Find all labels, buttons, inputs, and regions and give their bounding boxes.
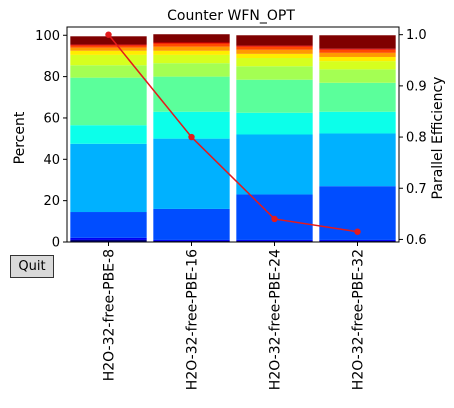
y2-tick-label: 0.9 [406, 79, 427, 94]
bar-segment-3-13 [236, 35, 313, 46]
bar-segment-2-6 [153, 76, 230, 112]
bar-segment-4-13 [319, 35, 396, 49]
x-tick-label: H2O-32-free-PBE-24 [268, 249, 284, 390]
bar-segment-2-3 [153, 208, 230, 240]
bar-segment-4-1 [319, 240, 396, 242]
bar-segment-2-9 [153, 50, 230, 55]
bar-segment-1-7 [70, 65, 147, 78]
bar-segment-3-11 [236, 46, 313, 50]
bar-segment-3-4 [236, 134, 313, 195]
bar-segment-2-12 [153, 42, 230, 44]
bar-segment-1-5 [70, 125, 147, 144]
efficiency-point-1 [105, 31, 112, 38]
y2-tick-label: 0.6 [406, 233, 427, 248]
x-tick-label: H2O-32-free-PBE-16 [185, 249, 201, 390]
bar-segment-1-4 [70, 143, 147, 213]
bars-group [70, 34, 396, 242]
bar-segment-1-2 [70, 237, 147, 240]
bar-segment-1-11 [70, 45, 147, 48]
bar-segment-4-12 [319, 48, 396, 50]
bar-segment-3-5 [236, 112, 313, 135]
y-tick-label: 80 [43, 70, 60, 85]
efficiency-line-group [105, 31, 361, 235]
bar-segment-4-10 [319, 52, 396, 57]
bar-segment-2-4 [153, 138, 230, 209]
efficiency-point-4 [354, 228, 361, 235]
bar-segment-4-11 [319, 49, 396, 53]
bar-segment-2-2 [153, 239, 230, 241]
bar-segment-3-2 [236, 239, 313, 241]
bar-segment-3-9 [236, 53, 313, 59]
bar-segment-1-6 [70, 77, 147, 126]
bar-segment-2-13 [153, 34, 230, 43]
y2-tick-label: 0.7 [406, 182, 427, 197]
efficiency-point-3 [271, 215, 278, 223]
bar-segment-4-4 [319, 133, 396, 187]
y2-axis-label: Parallel Efficiency [430, 77, 446, 200]
bar-segment-1-8 [70, 54, 147, 66]
bar-segment-1-13 [70, 36, 147, 45]
bar-segment-3-8 [236, 58, 313, 67]
plot-frame [66, 26, 400, 243]
bar-segment-1-10 [70, 47, 147, 51]
bar-segment-3-6 [236, 79, 313, 113]
chart-title: Counter WFN_OPT [167, 8, 295, 24]
bar-segment-2-8 [153, 54, 230, 64]
y-tick-label: 20 [43, 194, 60, 209]
bar-segment-3-1 [236, 240, 313, 242]
efficiency-line [107, 34, 358, 233]
bar-segment-4-8 [319, 61, 396, 70]
y2-tick-label: 0.8 [406, 131, 427, 146]
x-tick-label: H2O-32-free-PBE-8 [102, 249, 118, 381]
y-axis-label: Percent [12, 111, 28, 164]
bar-segment-1-12 [70, 44, 147, 46]
y2-tick-label: 1.0 [406, 28, 427, 43]
efficiency-point-2 [188, 133, 195, 141]
axes-group: 0 20 40 60 80 100 0.6 0.7 0.8 0.9 1.0 H2O-32-free-P… [35, 26, 427, 390]
bar-segment-2-7 [153, 63, 230, 77]
bar-segment-1-1 [70, 239, 147, 242]
y-tick-label: 40 [43, 153, 60, 168]
bar-segment-2-11 [153, 43, 230, 47]
bar-segment-3-12 [236, 45, 313, 47]
y-tick-label: 60 [43, 111, 60, 126]
bar-segment-4-2 [319, 239, 396, 241]
bar-segment-4-7 [319, 69, 396, 83]
y-tick-label: 100 [35, 29, 60, 44]
bar-segment-2-10 [153, 46, 230, 51]
bar-segment-1-9 [70, 50, 147, 55]
y-tick-label: 0 [52, 236, 60, 251]
quit-button[interactable]: Quit [10, 255, 54, 278]
bar-segment-3-10 [236, 49, 313, 54]
bar-segment-3-7 [236, 66, 313, 80]
bar-segment-4-5 [319, 111, 396, 134]
bar-segment-2-1 [153, 240, 230, 242]
x-tick-label: H2O-32-free-PBE-32 [351, 249, 367, 390]
bar-segment-4-9 [319, 56, 396, 62]
bar-segment-4-6 [319, 82, 396, 112]
bar-segment-1-3 [70, 212, 147, 238]
